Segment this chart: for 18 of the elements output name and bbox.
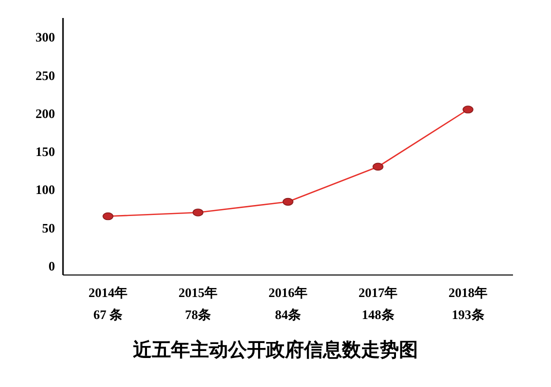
- y-tick-label: 200: [36, 106, 55, 121]
- y-tick-label: 100: [36, 182, 55, 198]
- point: [462, 106, 474, 114]
- text: 近五年主动公开政府信息数走势图: [132, 338, 419, 363]
- point: [102, 212, 114, 220]
- point: [372, 162, 384, 171]
- x-tick-label: 2017年 148条: [358, 285, 398, 322]
- y-tick-label: 250: [36, 68, 55, 83]
- y-tick-label: 0: [48, 258, 55, 274]
- point: [192, 208, 204, 216]
- x-tick-label: 2014年 67 条: [88, 285, 128, 322]
- y-tick-label: 50: [42, 220, 55, 236]
- y-tick-label: 300: [36, 30, 55, 45]
- y-tick-label: 150: [36, 144, 55, 160]
- x-tick-label: 2018年 193条: [448, 285, 488, 322]
- x-tick-label: 2015年 78条: [178, 285, 218, 322]
- point: [282, 198, 294, 206]
- x-tick-label: 2016年 84条: [268, 285, 308, 322]
